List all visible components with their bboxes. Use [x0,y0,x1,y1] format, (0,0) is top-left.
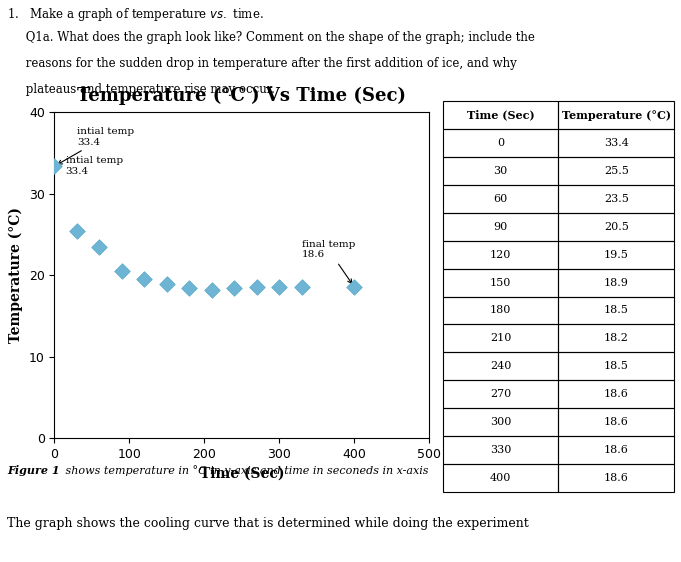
Point [161,280,172,289]
Bar [558,157,674,185]
Text: 19.5: 19.5 [604,250,629,260]
Text: Q1a. What does the graph look like? Comment on the shape of the graph; include t: Q1a. What does the graph look like? Comm… [7,31,535,44]
Text: Figure 1: Figure 1 [7,465,59,477]
Bar [443,269,558,297]
Point [72,226,82,235]
Text: 30: 30 [494,166,507,176]
Bar [443,297,558,324]
Point [184,283,195,292]
Bar [558,436,674,464]
Text: 120: 120 [490,250,511,260]
Bar [558,464,674,492]
Point [139,275,150,284]
Text: 25.5: 25.5 [604,166,629,176]
Text: 18.6: 18.6 [604,473,629,483]
Text: 150: 150 [490,278,511,288]
Text: 18.5: 18.5 [604,361,629,371]
Point [94,242,105,251]
Bar [558,269,674,297]
Point [49,162,60,171]
Bar [443,436,558,464]
Bar [558,408,674,436]
Text: Time (Sec): Time (Sec) [466,110,535,121]
Bar [443,157,558,185]
Y-axis label: Temperature (°C): Temperature (°C) [9,207,23,343]
Text: reasons for the sudden drop in temperature after the first addition of ice, and : reasons for the sudden drop in temperatu… [7,57,517,70]
Point [274,282,285,291]
Text: 300: 300 [490,417,511,427]
Text: 90: 90 [494,222,507,232]
Bar [443,129,558,157]
Text: intial temp
33.4: intial temp 33.4 [65,156,123,176]
Text: 330: 330 [490,445,511,455]
Text: 0: 0 [497,138,504,148]
Bar [443,101,558,129]
Text: shows temperature in °C in y-axis and time in seconeds in x-axis: shows temperature in °C in y-axis and ti… [62,465,428,476]
Bar [443,380,558,408]
Text: plateaus and temperature rise may occur.: plateaus and temperature rise may occur. [7,83,274,96]
Bar [443,241,558,269]
Bar [558,129,674,157]
Text: intial temp
33.4: intial temp 33.4 [58,127,134,164]
Text: 18.6: 18.6 [604,417,629,427]
Text: 400: 400 [490,473,511,483]
Text: 240: 240 [490,361,511,371]
Text: 1.   Make a graph of temperature $vs.$ time.: 1. Make a graph of temperature $vs.$ tim… [7,6,264,22]
Text: 18.2: 18.2 [604,333,629,343]
Point [251,282,262,291]
Text: 18.6: 18.6 [604,445,629,455]
Point [349,282,360,291]
Bar [558,352,674,380]
Bar [558,185,674,213]
Bar [443,185,558,213]
Text: 60: 60 [494,194,507,204]
Bar [558,213,674,241]
Text: 210: 210 [490,333,511,343]
Bar [558,101,674,129]
Text: The graph shows the cooling curve that is determined while doing the experiment: The graph shows the cooling curve that i… [7,517,528,530]
Text: 18.9: 18.9 [604,278,629,288]
Text: 33.4: 33.4 [604,138,629,148]
Bar [558,241,674,269]
Bar [443,324,558,352]
Text: 270: 270 [490,389,511,399]
Point [116,267,127,276]
Bar [558,380,674,408]
Bar [558,324,674,352]
Bar [443,352,558,380]
Point [296,282,307,291]
Bar [558,297,674,324]
X-axis label: Time (Sec): Time (Sec) [200,466,284,481]
Text: 23.5: 23.5 [604,194,629,204]
Bar [443,213,558,241]
Text: 18.6: 18.6 [604,389,629,399]
Text: final temp
18.6: final temp 18.6 [302,239,355,283]
Point [206,285,217,294]
Text: 20.5: 20.5 [604,222,629,232]
Text: Temperature (°C): Temperature (°C) [562,110,671,121]
Title: Temperature (°C ) Vs Time (Sec): Temperature (°C ) Vs Time (Sec) [77,87,407,105]
Text: 18.5: 18.5 [604,306,629,315]
Point [229,283,240,292]
Bar [443,408,558,436]
Bar [443,464,558,492]
Text: 180: 180 [490,306,511,315]
